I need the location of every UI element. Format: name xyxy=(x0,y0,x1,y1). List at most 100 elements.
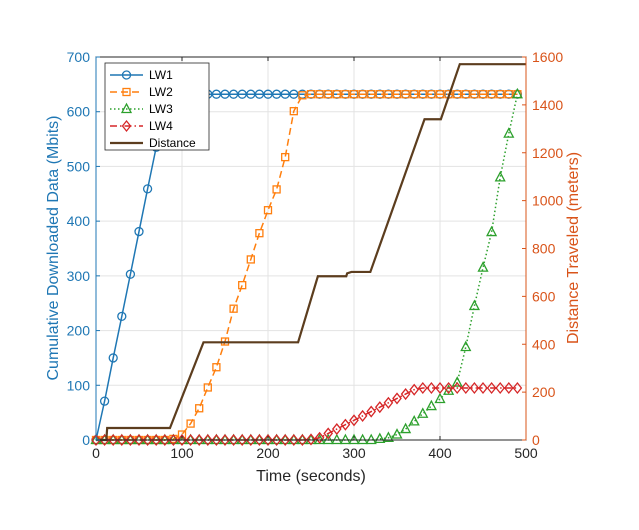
legend-marker-lw3 xyxy=(120,102,133,114)
legend-label-lw1: LW1 xyxy=(149,68,173,82)
data-point-lw2 xyxy=(478,90,488,99)
x-tick-label: 400 xyxy=(428,445,452,461)
data-point-lw2 xyxy=(186,419,195,428)
x-axis-title: Time (seconds) xyxy=(256,468,366,485)
y-right-tick-label: 200 xyxy=(532,384,556,400)
legend-item-lw3: LW3 xyxy=(110,102,173,116)
data-point-lw4 xyxy=(400,387,411,401)
data-point-lw4 xyxy=(460,381,471,395)
y-right-tick-label: 400 xyxy=(532,336,556,352)
data-point-lw2 xyxy=(341,90,350,99)
tick-marks xyxy=(95,56,527,441)
data-point-lw4 xyxy=(383,396,394,409)
y-left-tick-label: 100 xyxy=(67,377,91,393)
data-point-lw4 xyxy=(202,433,213,447)
data-point-lw4 xyxy=(280,433,291,447)
data-point-lw4 xyxy=(159,433,170,447)
data-point-lw3 xyxy=(322,433,334,445)
legend-box xyxy=(104,62,210,151)
legend-marker-lw2 xyxy=(122,87,131,97)
data-point-lw4 xyxy=(340,418,351,431)
data-point-lw4 xyxy=(108,433,119,447)
data-point-lw3 xyxy=(400,422,412,434)
y-left-tick-label: 200 xyxy=(67,323,91,339)
data-point-lw4 xyxy=(91,433,101,447)
x-tick-label: 300 xyxy=(342,445,366,461)
data-point-lw2 xyxy=(315,90,324,99)
y-left-tick-label: 700 xyxy=(67,49,91,65)
data-point-lw3 xyxy=(511,87,523,99)
data-point-lw4 xyxy=(125,433,136,447)
data-point-lw4 xyxy=(426,381,437,395)
x-tick-label: 500 xyxy=(514,445,538,461)
data-point-lw2 xyxy=(470,90,479,99)
data-point-lw3 xyxy=(425,399,437,411)
data-point-lw2 xyxy=(246,255,255,264)
y-left-tick-label: 500 xyxy=(67,158,91,174)
legend-label-lw2: LW2 xyxy=(149,85,173,99)
data-point-lw3 xyxy=(451,376,463,387)
data-point-lw3 xyxy=(288,433,300,445)
data-point-lw2 xyxy=(384,90,393,99)
data-point-lw2 xyxy=(461,90,470,99)
data-point-lw3 xyxy=(116,433,128,445)
x-tick-label: 200 xyxy=(256,445,280,461)
legend-label-lw3: LW3 xyxy=(149,102,173,116)
legend-item-lw1: LW1 xyxy=(110,68,173,82)
data-point-lw2 xyxy=(212,363,221,372)
data-point-lw2 xyxy=(487,90,496,99)
data-point-lw2 xyxy=(238,281,247,290)
data-point-lw2 xyxy=(324,90,333,99)
data-point-lw2 xyxy=(306,90,316,99)
data-point-lw2 xyxy=(410,90,419,99)
y-axis-right-title: Distance Traveled (meters) xyxy=(565,152,582,344)
data-point-lw3 xyxy=(331,433,343,445)
data-point-lw3 xyxy=(374,432,386,444)
data-point-lw4 xyxy=(478,381,488,395)
data-point-lw3 xyxy=(339,433,351,445)
data-point-lw2 xyxy=(332,90,341,99)
x-tick-label: 0 xyxy=(92,445,100,461)
data-point-lw4 xyxy=(288,433,299,447)
legend: LW1 LW2 LW3 LW4 Distance xyxy=(104,62,210,151)
data-point-lw4 xyxy=(194,433,205,447)
data-point-lw2 xyxy=(367,90,376,99)
data-point-lw1 xyxy=(108,353,118,363)
data-point-lw3 xyxy=(348,433,360,445)
data-point-lw4 xyxy=(228,433,239,447)
data-point-lw1 xyxy=(99,396,110,406)
data-point-lw2 xyxy=(375,90,384,99)
data-point-lw3 xyxy=(365,433,377,445)
y-right-tick-label: 1400 xyxy=(532,97,563,113)
legend-label-lw4: LW4 xyxy=(149,119,173,133)
y-right-tick-label: 800 xyxy=(532,241,556,257)
data-point-lw3 xyxy=(202,433,214,445)
legend-item-distance: Distance xyxy=(110,136,196,150)
data-point-lw3 xyxy=(468,299,480,311)
series-line-distance xyxy=(96,63,526,442)
data-point-lw4 xyxy=(443,381,454,395)
data-point-lw4 xyxy=(409,383,420,396)
data-point-lw2 xyxy=(504,90,513,99)
legend-item-lw2: LW2 xyxy=(110,85,173,99)
data-point-lw4 xyxy=(177,433,187,447)
data-point-lw4 xyxy=(503,381,514,395)
data-point-lw4 xyxy=(314,431,325,444)
data-point-lw3 xyxy=(159,433,171,445)
data-point-lw1 xyxy=(142,184,153,194)
data-point-lw2 xyxy=(418,90,427,99)
data-point-lw2 xyxy=(435,90,445,99)
data-point-lw4 xyxy=(331,423,342,436)
y-right-tick-label: 1600 xyxy=(532,49,563,65)
data-point-lw4 xyxy=(486,381,497,395)
data-point-lw4 xyxy=(151,433,162,447)
data-point-lw4 xyxy=(417,381,428,395)
series-lw4 xyxy=(91,381,523,447)
y-axis-left-title: Cumulative Downloaded Data (Mbits) xyxy=(45,116,62,381)
x-tick-label: 100 xyxy=(170,445,194,461)
data-point-lw4 xyxy=(245,433,256,447)
data-point-lw4 xyxy=(392,392,402,405)
data-point-lw1 xyxy=(117,311,127,321)
y-right-tick-label: 1000 xyxy=(532,193,563,209)
data-point-lw1 xyxy=(134,226,144,237)
